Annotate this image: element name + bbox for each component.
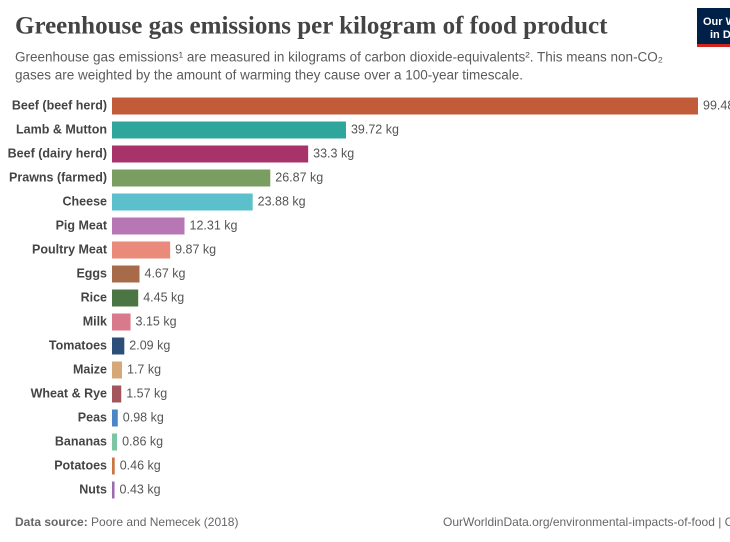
bar [112,193,253,211]
subtitle: gases are weighted by the amount of warm… [15,68,523,83]
value-label: 33.3 kg [313,146,354,160]
bar [112,289,139,307]
value-label: 1.57 kg [126,386,167,400]
y-tick-label: Prawns (farmed) [9,170,107,184]
logo-text: in Data [710,29,730,41]
y-tick-label: Potatoes [54,458,107,472]
value-label: 39.72 kg [351,122,399,136]
bar [112,313,131,331]
value-label: 0.98 kg [123,410,164,424]
y-tick-label: Wheat & Rye [31,386,107,400]
source: Poore and Nemecek (2018) [91,515,238,529]
value-label: 0.46 kg [120,458,161,472]
y-tick-label: Pig Meat [56,218,108,232]
y-tick-label: Beef (beef herd) [12,98,107,112]
value-label: 0.43 kg [120,482,161,496]
bar [112,457,115,475]
y-tick-label: Rice [81,290,107,304]
bar [112,97,698,115]
y-tick-label: Poultry Meat [32,242,108,256]
logo-box [697,8,730,46]
y-tick-label: Lamb & Mutton [16,122,107,136]
value-label: 1.7 kg [127,362,161,376]
value-label: 2.09 kg [129,338,170,352]
bar [112,265,140,283]
bar [112,385,122,403]
value-label: 4.67 kg [145,266,186,280]
logo-text: Our World [703,16,730,28]
value-label: 9.87 kg [175,242,216,256]
bar [112,241,171,259]
y-tick-label: Bananas [55,434,107,448]
value-label: 99.48 kg [703,98,730,112]
chart-title: Greenhouse gas emissions per kilogram of… [15,13,608,40]
value-label: 0.86 kg [122,434,163,448]
bar [112,169,271,187]
bar [112,361,123,379]
url[interactable]: OurWorldinData.org/environmental-impacts… [443,515,730,529]
value-label: 23.88 kg [258,194,306,208]
value-label: 26.87 kg [275,170,323,184]
footer: Data source: Poore and Nemecek (2018) [15,515,238,529]
subtitle: Greenhouse gas emissions¹ are measured i… [15,50,663,65]
value-label: 4.45 kg [143,290,184,304]
y-tick-label: Nuts [79,482,107,496]
y-tick-label: Maize [73,362,107,376]
y-tick-label: Milk [83,314,107,328]
y-tick-label: Beef (dairy herd) [8,146,107,160]
bar [112,481,115,499]
bar [112,409,118,427]
value-label: 12.31 kg [190,218,238,232]
y-tick-label: Cheese [63,194,108,208]
y-tick-label: Eggs [76,266,107,280]
bar [112,121,346,139]
y-tick-label: Peas [78,410,107,424]
bar [112,433,118,451]
bar [112,217,185,235]
source-label: Data source: [15,515,88,529]
bar [112,145,309,163]
y-tick-label: Tomatoes [49,338,107,352]
logo-stripe [697,44,730,47]
value-label: 3.15 kg [136,314,177,328]
bar [112,337,125,355]
